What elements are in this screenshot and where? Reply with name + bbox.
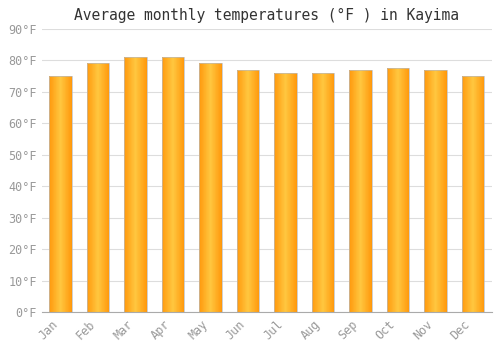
Bar bbox=[424, 70, 446, 313]
Bar bbox=[349, 70, 372, 313]
Bar bbox=[124, 57, 146, 313]
Title: Average monthly temperatures (°F ) in Kayima: Average monthly temperatures (°F ) in Ka… bbox=[74, 8, 459, 23]
Bar bbox=[49, 76, 72, 313]
Bar bbox=[386, 68, 409, 313]
Bar bbox=[86, 63, 109, 313]
Bar bbox=[236, 70, 259, 313]
Bar bbox=[274, 73, 296, 313]
Bar bbox=[199, 63, 222, 313]
Bar bbox=[462, 76, 484, 313]
Bar bbox=[312, 73, 334, 313]
Bar bbox=[162, 57, 184, 313]
